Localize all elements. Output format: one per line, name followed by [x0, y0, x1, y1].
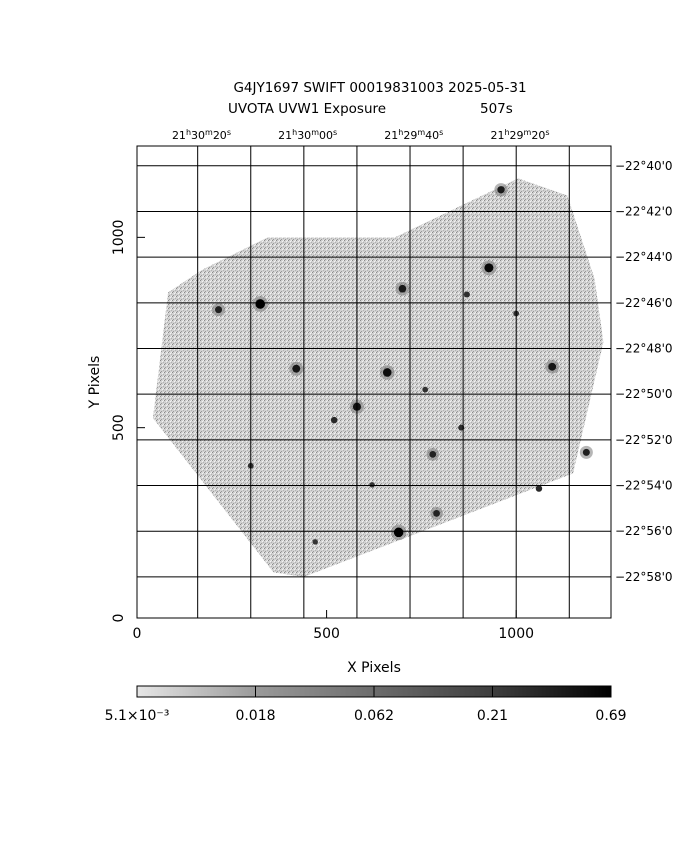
ra-label-3: 21h29m20s — [490, 128, 549, 142]
colorbar-label-1: 0.018 — [235, 708, 275, 724]
y-axis-title: Y Pixels — [87, 356, 103, 410]
figure-title-line1: G4JY1697 SWIFT 00019831003 2025-05-31 — [233, 80, 526, 96]
plot-frame — [136, 145, 612, 619]
point-source-11 — [429, 450, 437, 458]
point-source-9 — [215, 306, 223, 314]
point-source-12 — [433, 509, 440, 517]
dec-label-7: −22°54'0 — [615, 479, 673, 493]
point-source-3 — [382, 368, 392, 377]
colorbar-label-3: 0.21 — [477, 708, 508, 724]
point-source-5 — [292, 364, 301, 373]
x-tick-label-0: 0 — [133, 626, 142, 642]
colorbar-label-2: 0.062 — [354, 708, 394, 724]
point-source-14 — [535, 485, 543, 492]
colorbar-label-0: 5.1×10⁻³ — [105, 708, 170, 724]
dec-label-5: −22°50'0 — [615, 387, 673, 401]
exposure-image — [152, 178, 604, 577]
dec-label-4: −22°48'0 — [615, 342, 673, 356]
figure-title-exposure-label: UVOTA UVW1 Exposure — [228, 101, 386, 117]
dec-label-9: −22°58'0 — [615, 570, 673, 584]
x-tick-label-1: 500 — [313, 626, 340, 642]
point-source-18 — [422, 386, 429, 393]
ra-label-2: 21h29m40s — [384, 128, 443, 142]
point-source-21 — [369, 482, 375, 488]
point-source-1 — [393, 527, 404, 538]
image-panel — [136, 145, 612, 619]
y-axis-ticks: 0 500 1000 — [111, 220, 145, 623]
dec-label-0: −22°40'0 — [615, 159, 673, 173]
ra-label-1: 21h30m00s — [278, 128, 337, 142]
colorbar-label-4: 0.69 — [595, 708, 626, 724]
point-source-6 — [548, 362, 557, 371]
point-source-7 — [398, 284, 407, 293]
dec-label-2: −22°44'0 — [615, 250, 673, 264]
point-source-8 — [497, 186, 505, 194]
coordinate-grid — [137, 146, 611, 618]
dec-axis-labels: −22°40'0 −22°42'0 −22°44'0 −22°46'0 −22°48'0… — [615, 159, 673, 584]
point-source-13 — [330, 416, 338, 424]
y-tick-label-2: 1000 — [111, 220, 127, 256]
point-source-2 — [484, 263, 494, 273]
x-axis-title: X Pixels — [347, 660, 401, 676]
x-tick-label-2: 1000 — [498, 626, 534, 642]
y-tick-label-1: 500 — [111, 414, 127, 441]
figure-title-exposure-value: 507s — [480, 101, 513, 117]
y-tick-label-0: 0 — [111, 614, 127, 623]
ra-axis-labels: 21h30m20s 21h30m00s 21h29m40s 21h29m20s — [172, 128, 550, 142]
dec-label-8: −22°56'0 — [615, 524, 673, 538]
point-source-16 — [463, 291, 470, 298]
dec-label-3: −22°46'0 — [615, 296, 673, 310]
colorbar-ticks: 5.1×10⁻³ 0.018 0.062 0.21 0.69 — [105, 686, 627, 724]
point-source-0 — [255, 299, 266, 309]
exposure-footprint — [152, 178, 604, 577]
point-source-20 — [312, 539, 318, 545]
dec-label-1: −22°42'0 — [615, 204, 673, 218]
colorbar: 5.1×10⁻³ 0.018 0.062 0.21 0.69 — [105, 685, 627, 724]
ra-label-0: 21h30m20s — [172, 128, 231, 142]
x-axis-ticks: 0 500 1000 — [133, 610, 534, 642]
point-source-10 — [582, 448, 590, 456]
dec-label-6: −22°52'0 — [615, 433, 673, 447]
